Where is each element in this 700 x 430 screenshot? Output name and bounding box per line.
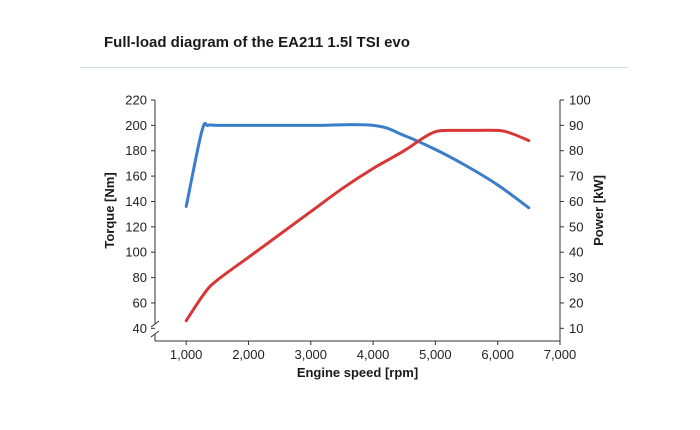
y-right-tick-label: 80 bbox=[569, 143, 583, 158]
x-tick-label: 4,000 bbox=[357, 347, 390, 362]
series-layer bbox=[184, 121, 531, 323]
y-axis-left-label: Torque [Nm] bbox=[102, 172, 117, 248]
x-tick-label: 2,000 bbox=[232, 347, 265, 362]
y-left-tick-label: 120 bbox=[125, 219, 147, 234]
y-right-tick-label: 60 bbox=[569, 194, 583, 209]
y-left-tick-label: 40 bbox=[133, 321, 147, 336]
y-left-tick-label: 180 bbox=[125, 143, 147, 158]
y-right-tick-label: 50 bbox=[569, 219, 583, 234]
chart-title: Full-load diagram of the EA211 1.5l TSI … bbox=[104, 34, 410, 51]
power-curve bbox=[184, 128, 531, 323]
axis-break-mark bbox=[150, 320, 160, 328]
y-right-tick-label: 10 bbox=[569, 321, 583, 336]
y-left-tick-label: 140 bbox=[125, 194, 147, 209]
x-axis-label: Engine speed [rpm] bbox=[297, 365, 418, 380]
x-tick-label: 1,000 bbox=[170, 347, 203, 362]
y-axis-right-label: Power [kW] bbox=[591, 175, 606, 246]
x-tick-label: 5,000 bbox=[419, 347, 452, 362]
y-left-tick-label: 80 bbox=[133, 270, 147, 285]
x-tick-label: 3,000 bbox=[294, 347, 327, 362]
chart-axes: 1,000 2,000 3,000 4,000 5,000 6,000 7,000 40 60 8… bbox=[125, 93, 590, 363]
y-left-tick-label: 60 bbox=[133, 295, 147, 310]
x-tick-label: 6,000 bbox=[481, 347, 514, 362]
y-left-tick-label: 100 bbox=[125, 245, 147, 260]
axis-break-mark bbox=[150, 330, 160, 338]
y-right-tick-label: 70 bbox=[569, 169, 583, 184]
y-right-tick-label: 20 bbox=[569, 295, 583, 310]
y-left-tick-label: 160 bbox=[125, 169, 147, 184]
y-right-tick-label: 30 bbox=[569, 270, 583, 285]
torque-curve bbox=[184, 121, 531, 210]
y-left-tick-label: 220 bbox=[125, 93, 147, 108]
title-divider bbox=[80, 67, 628, 68]
y-left-tick-label: 200 bbox=[125, 118, 147, 133]
y-right-tick-label: 90 bbox=[569, 118, 583, 133]
x-tick-label: 7,000 bbox=[544, 347, 577, 362]
y-right-tick-label: 100 bbox=[569, 93, 591, 108]
y-right-tick-label: 40 bbox=[569, 245, 583, 260]
